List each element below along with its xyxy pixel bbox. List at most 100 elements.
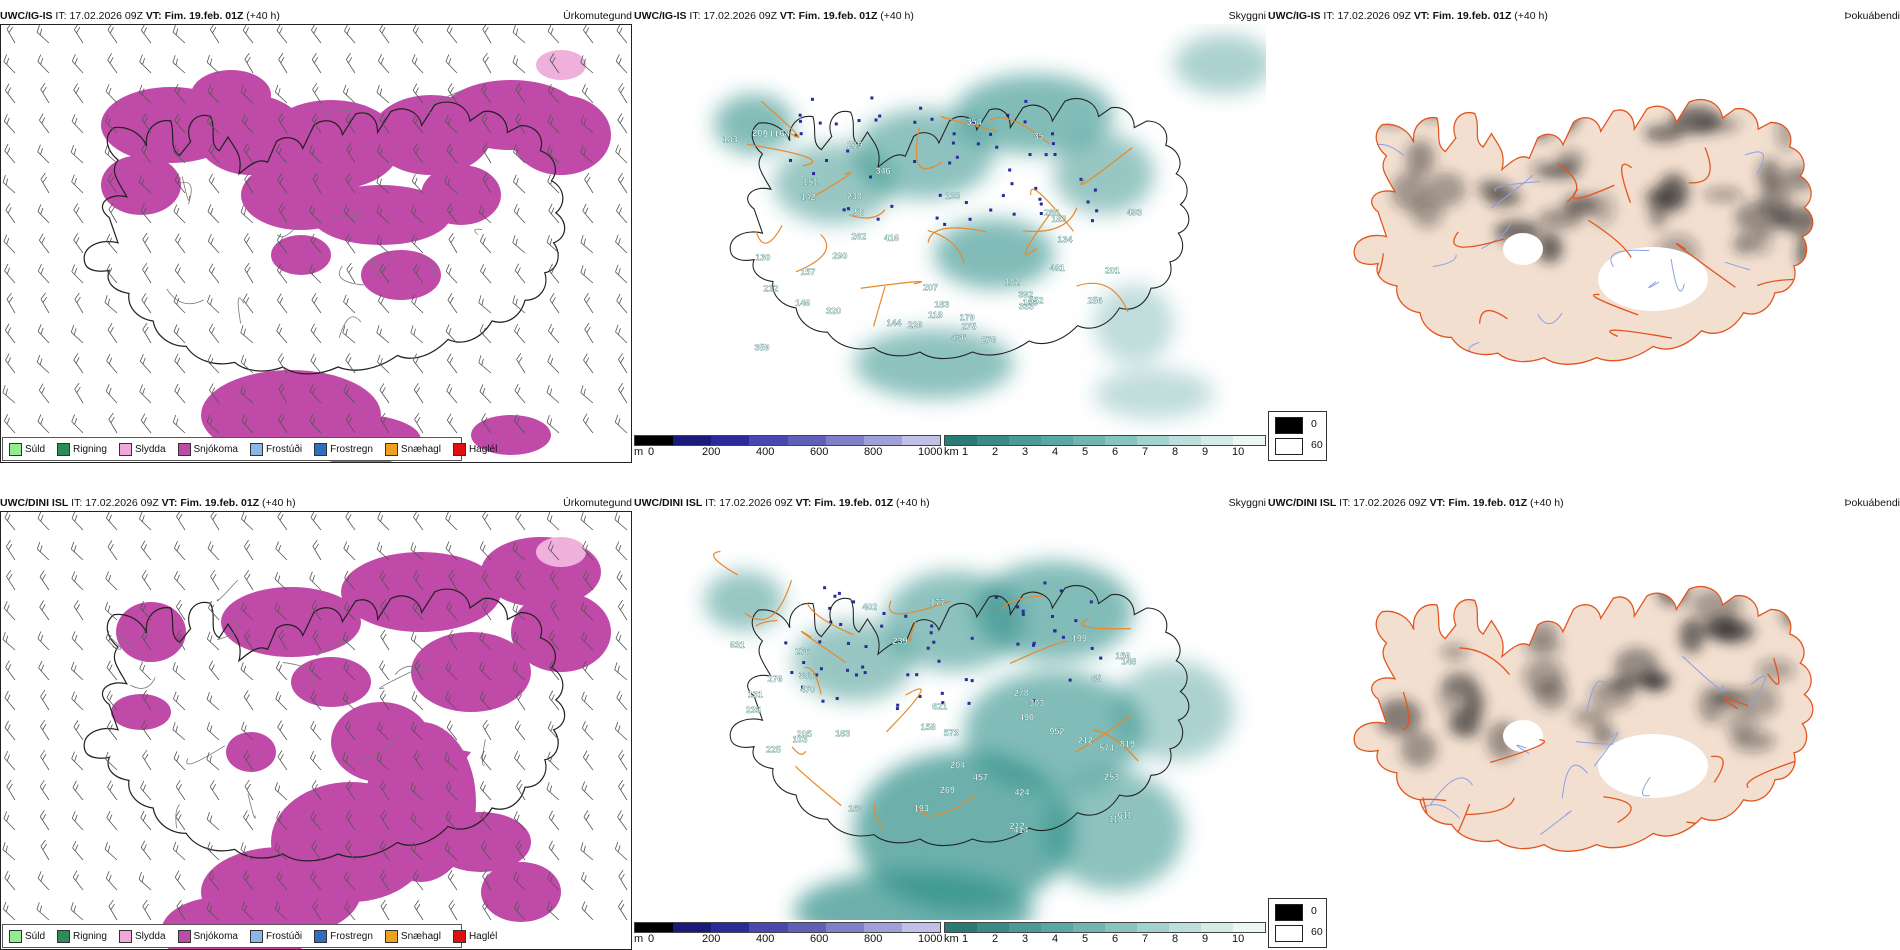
wind-barb [548, 810, 560, 831]
wind-barb [445, 781, 458, 801]
wind-barb [411, 721, 424, 741]
river-line [1490, 174, 1534, 209]
wind-barb [36, 354, 50, 374]
wind-barb [482, 719, 492, 741]
glacier-area [1598, 247, 1708, 311]
wind-barb [342, 691, 356, 711]
road-line [744, 580, 793, 621]
wind-barb [376, 325, 390, 344]
wind-barb [479, 691, 492, 711]
wind-barb [274, 841, 288, 861]
snow-area [311, 185, 451, 245]
wind-barb [4, 720, 16, 741]
visibility-value-label: 493 [1127, 208, 1142, 218]
wind-barb [173, 204, 186, 224]
visibility-value-label: 278 [1014, 688, 1029, 698]
wind-barb [243, 293, 254, 314]
wind-barb [482, 869, 492, 891]
terrain-speckle [825, 159, 829, 163]
height-unit: m [634, 933, 644, 945]
visibility-value-label: 552 [1028, 295, 1043, 305]
wind-barb [241, 114, 254, 134]
road-line [873, 803, 884, 830]
wind-barb [141, 113, 152, 134]
wind-barb [548, 690, 560, 711]
wind-barb [39, 600, 50, 621]
wind-barb [4, 143, 16, 164]
wind-barb [582, 203, 594, 224]
visibility-value-label: 157 [800, 267, 815, 277]
wind-barb [547, 84, 560, 104]
wind-barb [513, 144, 526, 164]
wind-barb [140, 540, 152, 561]
wind-barb [38, 383, 50, 404]
terrain-speckle [904, 614, 908, 618]
wind-barb [106, 353, 118, 374]
visibility-value-label: 276 [768, 674, 783, 684]
wind-barb [139, 661, 152, 681]
road-line [860, 280, 922, 289]
road-line [888, 600, 951, 615]
wind-barb [410, 841, 424, 861]
glacier-area [1598, 734, 1708, 798]
wind-barb [482, 512, 492, 531]
it-label: IT: [1339, 497, 1351, 509]
contour-line [379, 666, 423, 689]
wind-barb [410, 811, 424, 831]
snow-area [191, 70, 271, 120]
wind-barb [140, 203, 152, 224]
wind-barb [5, 660, 16, 681]
wind-barb [480, 263, 492, 284]
wind-barb [616, 293, 628, 314]
wind-barb [580, 265, 594, 284]
river-line [1494, 181, 1540, 192]
visibility-value-label: 256 [1087, 295, 1102, 305]
river-line [1682, 655, 1726, 692]
terrain-speckle [1043, 581, 1047, 585]
road-line [873, 286, 886, 327]
wind-barb [73, 233, 84, 254]
wind-barb [37, 414, 50, 434]
contour-line [394, 665, 433, 676]
wind-barb [276, 323, 288, 344]
wind-barb [312, 629, 322, 651]
terrain-speckle [1086, 200, 1090, 204]
legend-swatch [9, 929, 22, 943]
height-tick: 400 [756, 446, 775, 458]
visibility-tick: 2 [992, 933, 999, 945]
terrain-speckle [1008, 168, 1012, 172]
panel-title: Skyggni [1228, 10, 1266, 22]
wind-barb [175, 233, 186, 254]
wind-barb [274, 901, 288, 921]
road-line [1419, 99, 1445, 111]
terrain-speckle [882, 611, 886, 615]
it-value: 17.02.2026 09Z [69, 10, 143, 22]
wind-barb [580, 235, 594, 254]
legend-label: Súld [25, 443, 46, 455]
visibility-value-label: 183 [723, 135, 738, 145]
wind-barb [413, 383, 424, 404]
wind-barb [5, 203, 16, 224]
wind-barb [413, 570, 424, 591]
terrain-speckle [938, 193, 942, 197]
vt-label: VT: [779, 10, 796, 22]
wind-barb [207, 114, 220, 134]
visibility-value-label: 819 [1120, 739, 1135, 749]
wind-barb [40, 82, 50, 104]
road-line [806, 603, 854, 636]
wind-barb [379, 263, 390, 284]
wind-barb [208, 600, 220, 621]
visibility-tick: 10 [1232, 933, 1245, 945]
terrain-speckle [878, 114, 882, 118]
wind-barb [479, 541, 492, 561]
terrain-speckle [784, 641, 788, 645]
wind-barb [4, 413, 16, 434]
terrain-speckle [1032, 641, 1036, 645]
visibility-value-label: 226 [908, 320, 923, 330]
wind-barb [582, 413, 594, 434]
legend-swatch [249, 929, 263, 943]
wind-barb [617, 600, 628, 621]
wind-barb [104, 295, 118, 314]
visibility-value-label: 574 [1099, 743, 1114, 753]
wind-barb [40, 172, 50, 194]
